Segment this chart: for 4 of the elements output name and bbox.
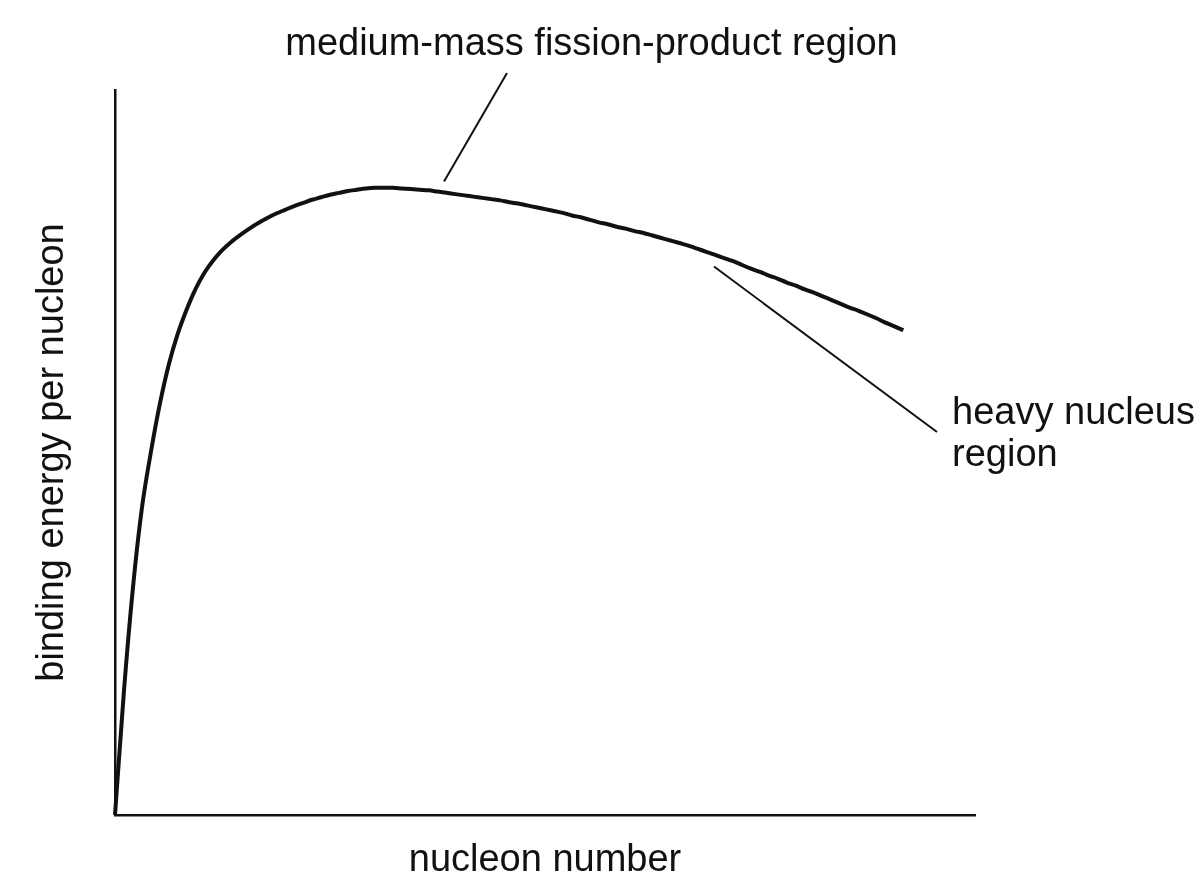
- x-axis-title: nucleon number: [408, 837, 682, 879]
- y-axis-title: binding energy per nucleon: [29, 223, 72, 682]
- annotation: heavy nucleus region: [952, 390, 1195, 475]
- text: medium-mass fission-product region: [285, 20, 898, 63]
